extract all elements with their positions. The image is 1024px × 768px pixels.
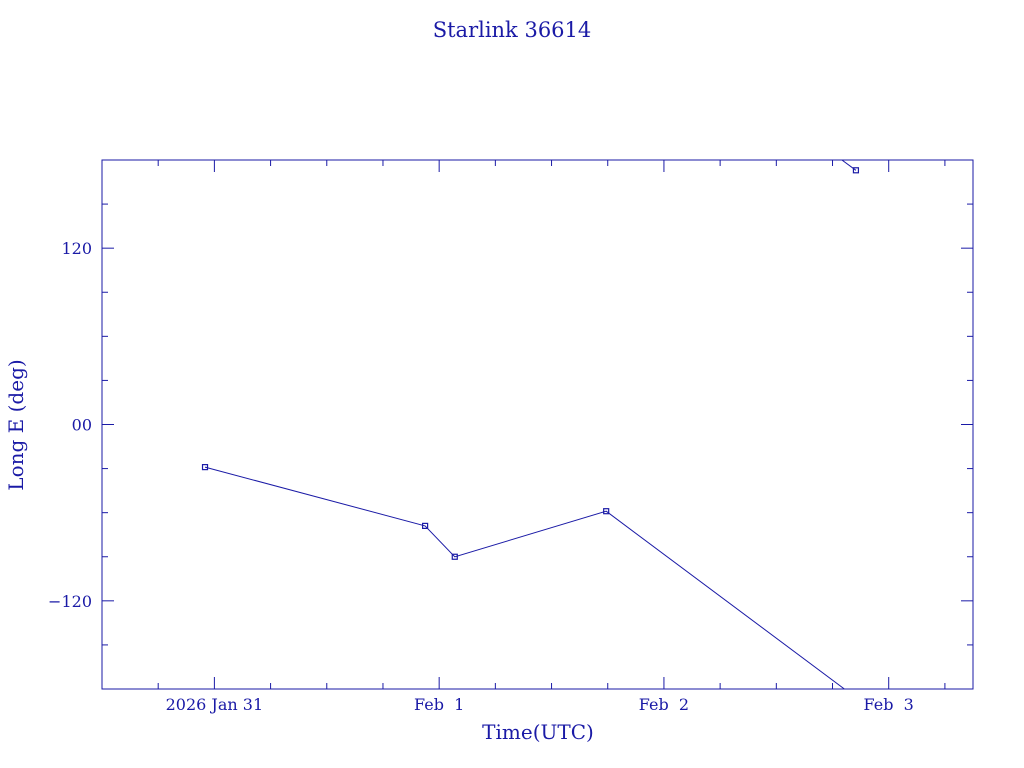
y-tick-label: 120 — [61, 239, 92, 258]
y-axis-label: Long E (deg) — [4, 359, 28, 490]
tick-labels: 2026 Jan 31 Feb 1 Feb 2 Feb 3 120 00 −120 — [48, 239, 914, 714]
x-axis-label: Time(UTC) — [482, 720, 594, 744]
axis-ticks — [101, 160, 973, 689]
y-tick-label: 00 — [72, 416, 92, 435]
y-tick-label: −120 — [48, 592, 92, 611]
series-line-segment — [204, 466, 845, 689]
data-point — [852, 167, 860, 174]
x-tick-label: Feb 3 — [864, 695, 914, 714]
data-series — [201, 160, 860, 689]
x-tick-label: 2026 Jan 31 — [166, 695, 264, 714]
x-tick-label: Feb 2 — [639, 695, 689, 714]
data-point — [603, 508, 610, 515]
data-point — [451, 553, 458, 560]
plot-frame — [101, 159, 974, 690]
data-point — [201, 464, 209, 471]
chart-title: Starlink 36614 — [433, 18, 592, 42]
x-tick-label: Feb 1 — [414, 695, 464, 714]
data-point — [422, 522, 429, 529]
